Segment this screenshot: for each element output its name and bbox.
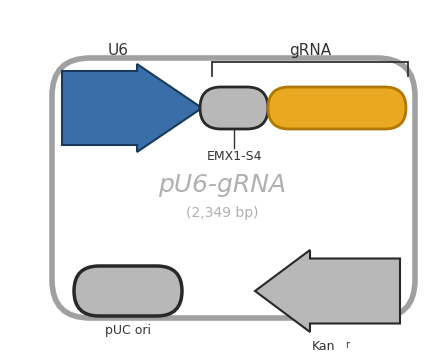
Text: (2,349 bp): (2,349 bp) (186, 206, 258, 220)
FancyBboxPatch shape (200, 87, 268, 129)
Text: U6: U6 (107, 43, 128, 58)
Text: EMX1-S4: EMX1-S4 (206, 150, 262, 163)
Text: gRNA: gRNA (289, 43, 331, 58)
Text: r: r (345, 340, 349, 350)
Text: pUC ori: pUC ori (105, 324, 151, 337)
FancyBboxPatch shape (268, 87, 406, 129)
FancyArrow shape (255, 250, 400, 332)
Text: pU6-gRNA: pU6-gRNA (158, 173, 286, 197)
FancyArrow shape (62, 64, 202, 152)
FancyBboxPatch shape (74, 266, 182, 316)
Text: Kan: Kan (312, 340, 335, 353)
